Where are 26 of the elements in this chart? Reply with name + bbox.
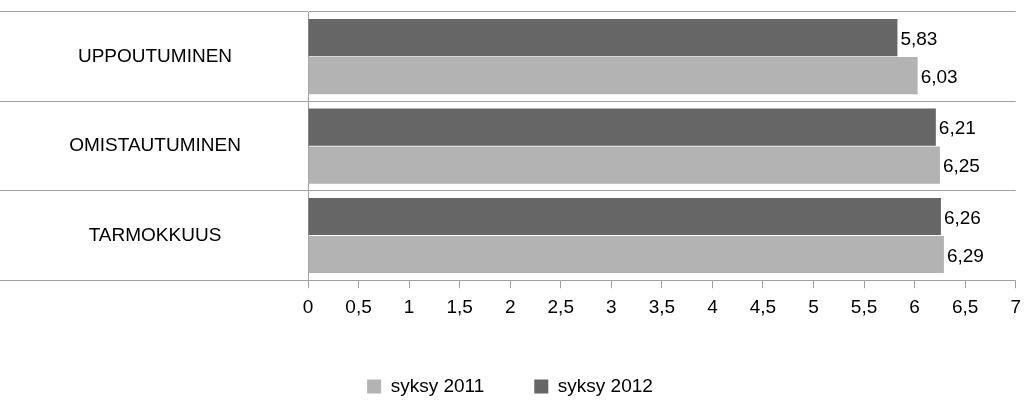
x-tick-label: 6 (909, 295, 920, 317)
x-tick-label: 2,5 (547, 295, 574, 317)
x-tick-label: 1 (403, 295, 415, 317)
x-tick-label: 1,5 (446, 295, 473, 317)
x-tick-label: 3 (606, 295, 617, 317)
x-tick-label: 4,5 (749, 295, 777, 317)
data-label: 6,21 (938, 117, 976, 139)
x-tick-label: 0 (302, 295, 314, 317)
x-tick-label: 5,5 (850, 295, 878, 317)
legend-label: syksy 2012 (557, 374, 653, 396)
x-tick-label: 5 (808, 295, 819, 317)
data-label: 6,29 (946, 244, 984, 266)
x-tick-label: 0,5 (345, 295, 372, 317)
data-label: 6,26 (943, 206, 981, 228)
x-tick-label: 6,5 (951, 295, 979, 317)
x-tick-label: 4 (707, 295, 719, 317)
x-tick-label: 3,5 (648, 295, 676, 317)
y-tick-label: OMISTAUTUMINEN (69, 134, 241, 156)
data-label: 5,83 (900, 27, 938, 49)
y-tick-label: TARMOKKUUS (88, 223, 222, 245)
x-tick-label: 7 (1010, 295, 1022, 317)
data-label: 6,03 (920, 65, 958, 87)
x-tick-label: 2 (504, 295, 516, 317)
data-label: 6,25 (942, 155, 980, 177)
legend-label: syksy 2011 (390, 374, 485, 396)
y-tick-label: UPPOUTUMINEN (77, 44, 233, 66)
